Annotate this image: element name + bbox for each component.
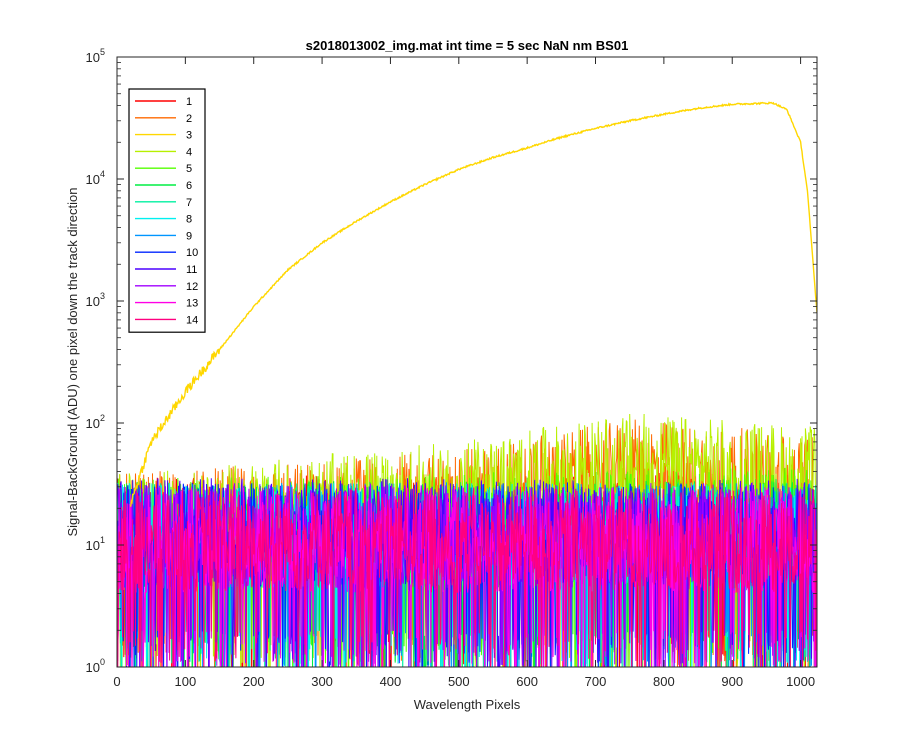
x-tick-label: 1000	[786, 674, 815, 689]
legend-label-9: 9	[186, 230, 192, 242]
legend-label-10: 10	[186, 247, 198, 259]
x-axis-label: Wavelength Pixels	[414, 697, 521, 712]
y-axis-label: Signal-BackGround (ADU) one pixel down t…	[65, 187, 80, 536]
x-tick-label: 400	[380, 674, 402, 689]
x-tick-label: 500	[448, 674, 470, 689]
series-line-3	[130, 101, 817, 507]
legend-label-14: 14	[186, 314, 198, 326]
series-line-14	[117, 486, 817, 667]
x-tick-label: 300	[311, 674, 333, 689]
x-tick-label: 200	[243, 674, 265, 689]
x-tick-label: 800	[653, 674, 675, 689]
legend-label-8: 8	[186, 214, 192, 226]
legend-label-2: 2	[186, 113, 192, 125]
legend-label-11: 11	[186, 264, 197, 276]
legend-box	[128, 88, 206, 333]
x-tick-label: 900	[721, 674, 743, 689]
chart-title: s2018013002_img.mat int time = 5 sec NaN…	[306, 38, 629, 53]
x-tick-label: 700	[585, 674, 607, 689]
series-layer	[117, 101, 817, 667]
x-tick-label: 0	[113, 674, 120, 689]
plot-frame	[116, 56, 818, 668]
x-tick-label: 100	[175, 674, 197, 689]
legend-label-5: 5	[186, 163, 192, 175]
legend-label-1: 1	[186, 96, 192, 108]
x-tick-label: 600	[516, 674, 538, 689]
legend-label-13: 13	[186, 298, 198, 310]
legend-label-12: 12	[186, 281, 198, 293]
legend-label-4: 4	[186, 146, 192, 158]
legend-label-6: 6	[186, 180, 192, 192]
legend-label-7: 7	[186, 197, 192, 209]
legend-label-3: 3	[186, 130, 192, 142]
